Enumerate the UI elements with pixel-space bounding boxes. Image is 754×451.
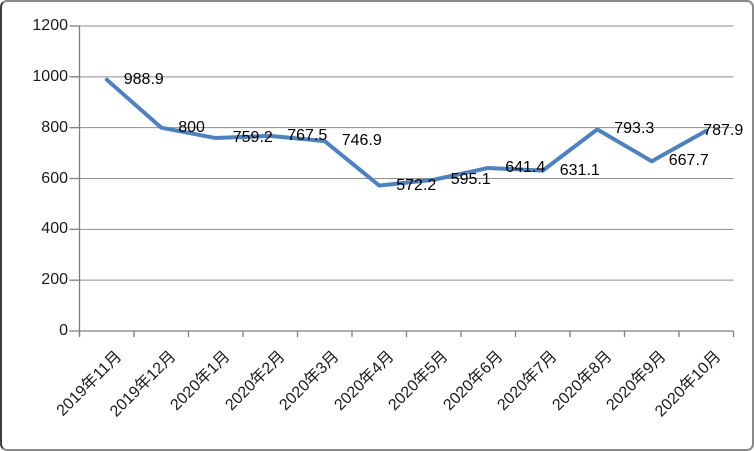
data-label: 793.3 [614,120,655,138]
data-label: 800 [178,118,205,136]
data-label: 572.2 [396,176,437,194]
y-axis-label: 200 [41,271,68,289]
data-label: 988.9 [123,70,164,88]
data-label: 746.9 [341,132,382,150]
y-axis-label: 0 [59,322,68,339]
data-label: 595.1 [450,170,491,188]
data-label: 631.1 [559,161,600,179]
y-axis-label: 1000 [32,67,68,85]
y-axis-label: 800 [41,118,68,136]
y-axis-label: 600 [41,169,68,187]
series-line [104,77,709,188]
y-axis-label: 400 [41,220,68,238]
data-label: 787.9 [703,121,744,139]
data-label: 641.4 [505,158,546,176]
data-label: 759.2 [232,129,273,147]
data-label: 667.7 [668,152,709,170]
data-label: 767.5 [287,126,328,144]
y-axis-label: 1200 [32,17,68,34]
